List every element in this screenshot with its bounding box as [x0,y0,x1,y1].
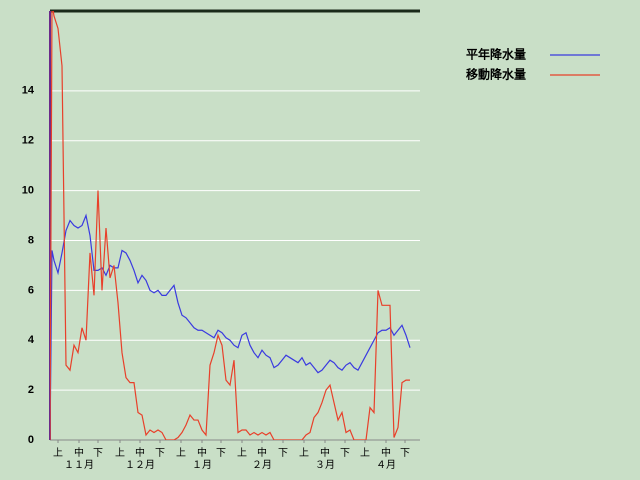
x-tick-label: 上 [53,447,63,459]
series-line [50,213,411,440]
x-tick-label: 下 [340,448,350,459]
x-tick-label: 上 [299,447,309,459]
month-label: １１月 [64,459,94,471]
plot-area [50,11,411,440]
x-tick-label: 下 [216,448,226,459]
legend-label: 平年降水量 [466,47,526,62]
y-tick-label: 8 [28,234,34,246]
x-tick-label: 中 [381,446,391,459]
x-tick-label: 下 [278,448,288,459]
x-tick-label: 中 [74,446,84,459]
y-tick-label: 4 [28,334,35,346]
x-tick-label: 中 [320,446,330,459]
month-label: １月 [192,459,212,471]
grid [50,90,420,441]
month-label: ３月 [315,459,335,471]
labels: 02468101214上中下上中下上中下上中下上中下上中下１１月 １２月 １月 ２月 ３… [22,47,600,471]
y-tick-label: 14 [22,85,35,97]
x-tick-label: 上 [115,447,125,459]
y-tick-label: 6 [28,284,34,296]
x-tick-label: 中 [135,446,145,459]
x-tick-label: 下 [93,448,103,459]
x-tick-label: 上 [176,447,186,459]
month-label: ２月 [252,459,272,471]
y-tick-label: 0 [28,434,34,446]
x-tick-label: 下 [155,448,165,459]
x-tick-label: 上 [237,447,247,459]
x-tick-label: 中 [257,446,267,459]
series-line [50,11,410,440]
x-tick-label: 下 [400,448,410,459]
x-tick-label: 中 [197,446,207,459]
month-label: １２月 [125,459,155,471]
legend-label: 移動降水量 [466,67,526,82]
y-tick-label: 2 [28,384,34,396]
y-tick-label: 10 [22,184,34,196]
y-tick-label: 12 [22,135,34,147]
x-tick-label: 上 [360,447,370,459]
month-label: ４月 [376,459,396,471]
